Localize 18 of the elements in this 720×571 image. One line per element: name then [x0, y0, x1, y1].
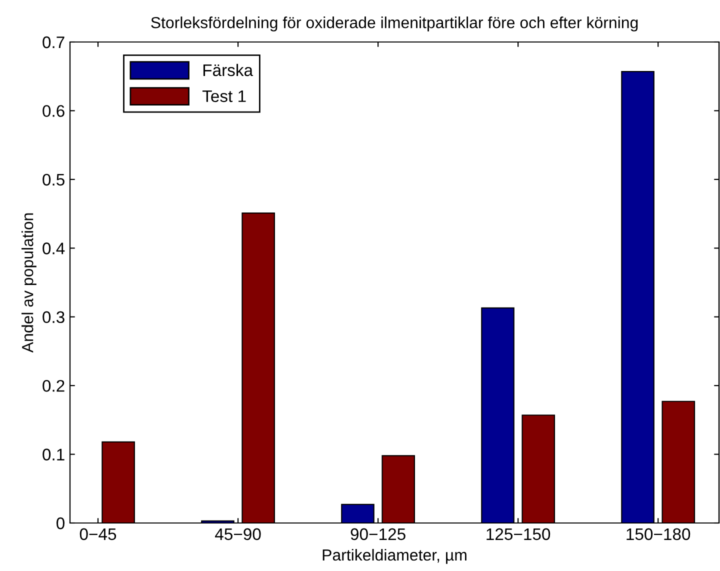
legend-label: Färska [203, 64, 254, 76]
y-tick-label: 0 [56, 517, 64, 530]
y-tick-label: 0.5 [42, 174, 64, 186]
x-tick-label: 0−45 [80, 528, 116, 540]
chart-title: Storleksfördelning för oxiderade ilmenitpartiklar före och efter körning [151, 16, 638, 32]
x-tick-label: 150−180 [626, 528, 690, 540]
y-tick-label: 0.3 [42, 311, 64, 324]
y-tick-label: 0.6 [42, 105, 64, 117]
y-tick-label: 0.7 [42, 36, 64, 48]
y-axis-title: Andel av population [22, 213, 36, 353]
x-tick-label: 45−90 [215, 528, 261, 540]
y-tick-label: 0.4 [42, 242, 65, 254]
x-tick-label: 90−125 [350, 528, 406, 540]
y-tick-label: 0.2 [42, 380, 64, 392]
legend-label: Test 1 [202, 90, 246, 102]
x-tick-label: 125−150 [486, 528, 550, 540]
y-tick-label: 0.1 [42, 448, 64, 460]
x-axis-title: Partikeldiameter, µm [322, 548, 466, 564]
